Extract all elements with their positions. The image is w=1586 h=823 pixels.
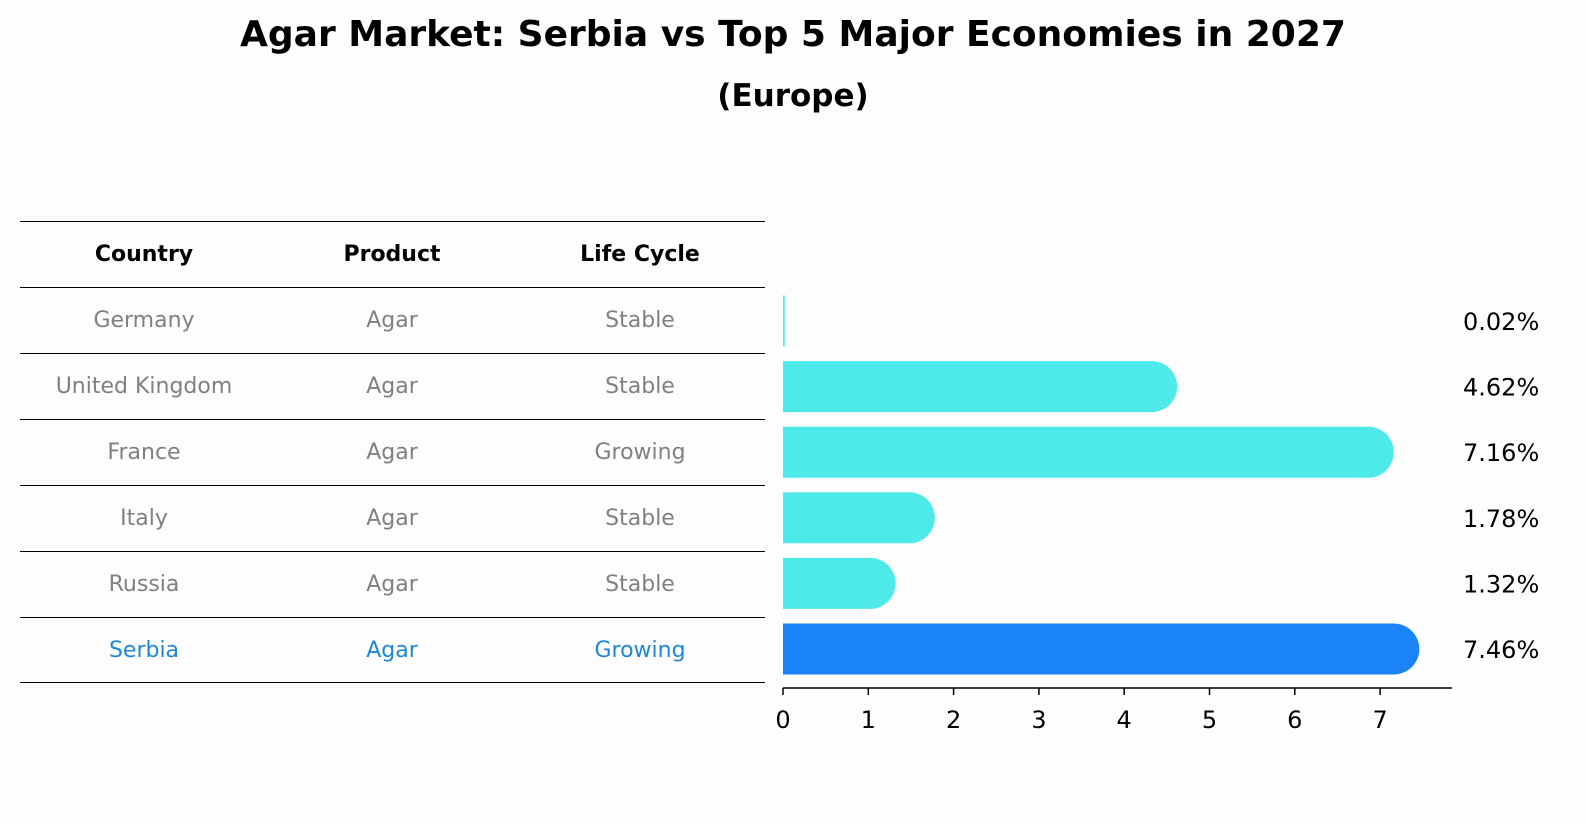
bar <box>783 361 1178 413</box>
x-tick-label: 0 <box>775 706 790 734</box>
bar <box>783 426 1394 478</box>
x-tick-label: 2 <box>946 706 961 734</box>
cell-life-cycle: Stable <box>605 506 675 531</box>
header-product: Product <box>343 242 441 267</box>
data-label: 4.62% <box>1463 374 1539 402</box>
data-label: 7.46% <box>1463 636 1539 664</box>
bar <box>783 623 1420 675</box>
cell-product: Agar <box>366 374 418 399</box>
chart-title: Agar Market: Serbia vs Top 5 Major Econo… <box>240 14 1346 55</box>
data-label: 0.02% <box>1463 308 1539 336</box>
table-row-highlight: Serbia Agar Growing <box>20 617 765 683</box>
cell-product: Agar <box>366 308 418 333</box>
x-tick-label: 7 <box>1372 706 1387 734</box>
data-label: 7.16% <box>1463 439 1539 467</box>
table-row: Russia Agar Stable <box>20 551 765 617</box>
data-label: 1.78% <box>1463 505 1539 533</box>
bar <box>783 295 785 347</box>
cell-life-cycle: Stable <box>605 572 675 597</box>
table-row: Germany Agar Stable <box>20 287 765 353</box>
table-row: Italy Agar Stable <box>20 485 765 551</box>
cell-life-cycle: Growing <box>594 440 686 465</box>
cell-product: Agar <box>366 572 418 597</box>
x-tick-label: 4 <box>1117 706 1132 734</box>
table-header-row: Country Product Life Cycle <box>20 221 765 287</box>
cell-country: Italy <box>120 506 168 531</box>
x-tick-label: 3 <box>1031 706 1046 734</box>
bar <box>783 557 896 609</box>
x-tick-label: 6 <box>1287 706 1302 734</box>
cell-life-cycle: Stable <box>605 374 675 399</box>
header-country: Country <box>94 242 194 267</box>
chart-subtitle: (Europe) <box>717 78 869 114</box>
cell-country: United Kingdom <box>55 374 233 399</box>
cell-product: Agar <box>366 637 418 663</box>
cell-country: Serbia <box>108 637 180 663</box>
header-life-cycle: Life Cycle <box>580 242 700 267</box>
cell-country: Russia <box>108 572 180 597</box>
cell-product: Agar <box>366 506 418 531</box>
cell-product: Agar <box>366 440 418 465</box>
cell-life-cycle: Growing <box>594 637 686 663</box>
table-row: United Kingdom Agar Stable <box>20 353 765 419</box>
cell-country: Germany <box>93 308 195 333</box>
data-label: 1.32% <box>1463 570 1539 598</box>
cell-life-cycle: Stable <box>605 308 675 333</box>
cell-country: France <box>107 440 181 465</box>
x-tick-label: 5 <box>1202 706 1217 734</box>
bar <box>783 492 935 544</box>
table-row: France Agar Growing <box>20 419 765 485</box>
x-tick-label: 1 <box>861 706 876 734</box>
data-table: Country Product Life Cycle Germany Agar … <box>20 221 765 683</box>
